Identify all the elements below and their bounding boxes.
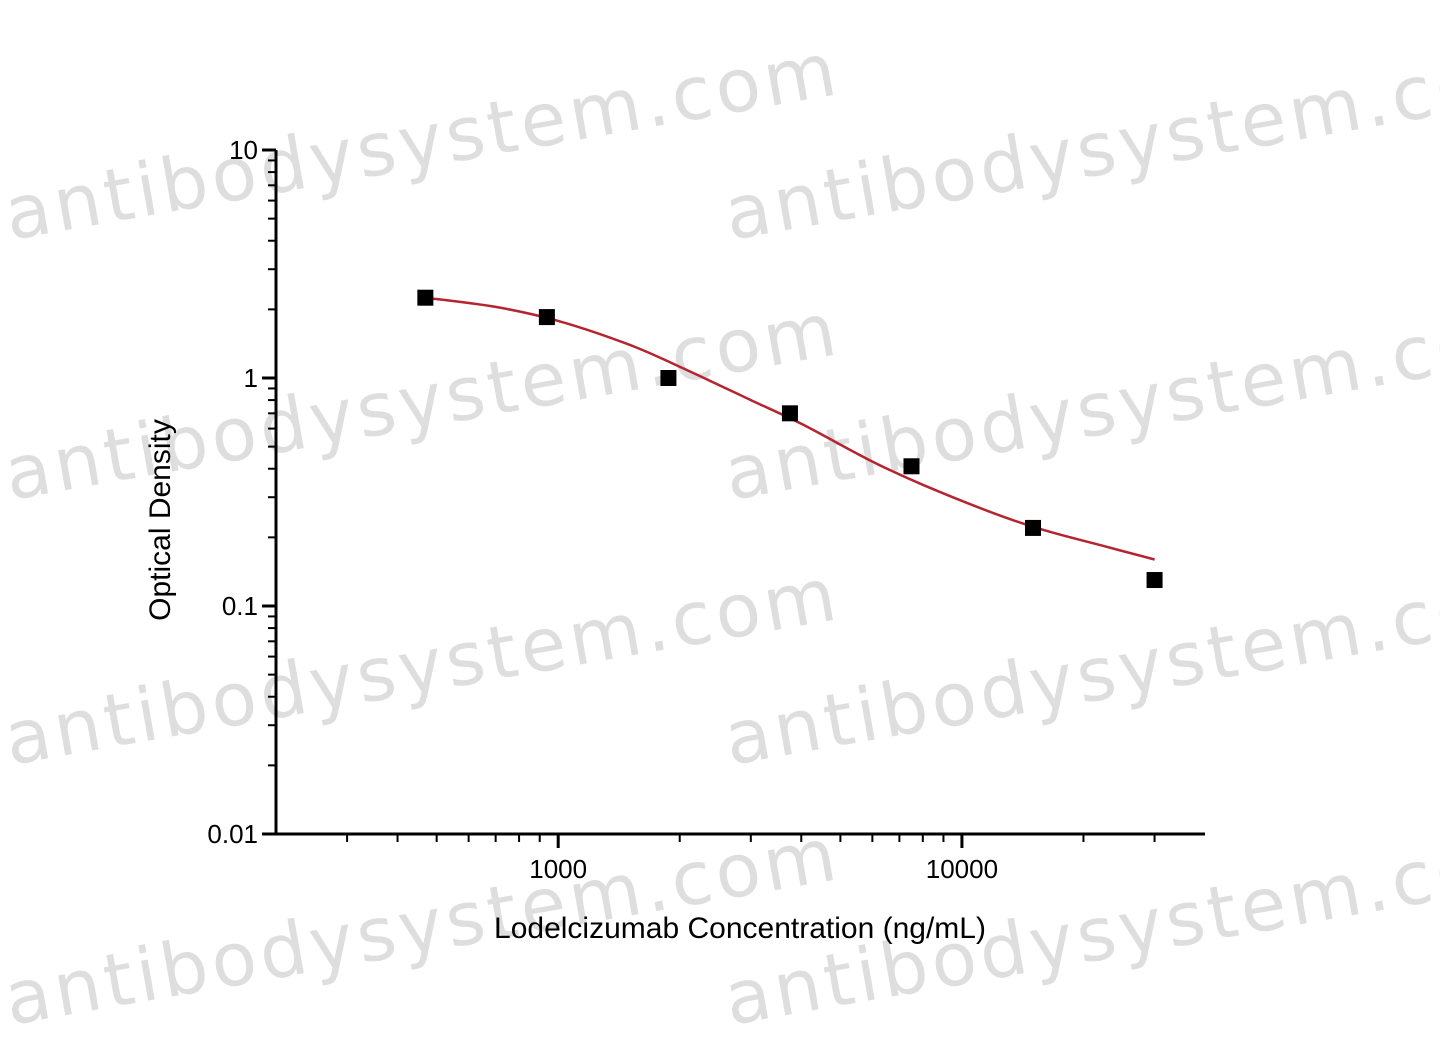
x-tick-label: 10000 xyxy=(926,854,998,884)
fit-curve-layer xyxy=(425,296,1155,561)
data-point xyxy=(1025,519,1042,536)
data-point xyxy=(1146,572,1163,589)
data-point xyxy=(660,370,677,386)
y-tick-label: 0.1 xyxy=(222,591,258,621)
y-tick-label: 1 xyxy=(244,363,258,393)
data-point xyxy=(903,458,920,475)
fit-curve xyxy=(425,296,1155,561)
y-tick-label: 10 xyxy=(229,135,258,165)
y-axis-title: Optical Density xyxy=(144,419,177,621)
x-axis-title: Lodelcizumab Concentration (ng/mL) xyxy=(494,912,986,945)
ticks: 0.01 0.1 1 10 1000 10000 xyxy=(207,135,1156,884)
axes xyxy=(274,150,1205,836)
data-point xyxy=(417,289,434,306)
x-tick-label: 1000 xyxy=(529,854,587,884)
data-point xyxy=(781,405,798,422)
data-points-layer xyxy=(417,289,1163,589)
y-tick-label: 0.01 xyxy=(207,819,258,849)
data-point xyxy=(538,309,555,326)
